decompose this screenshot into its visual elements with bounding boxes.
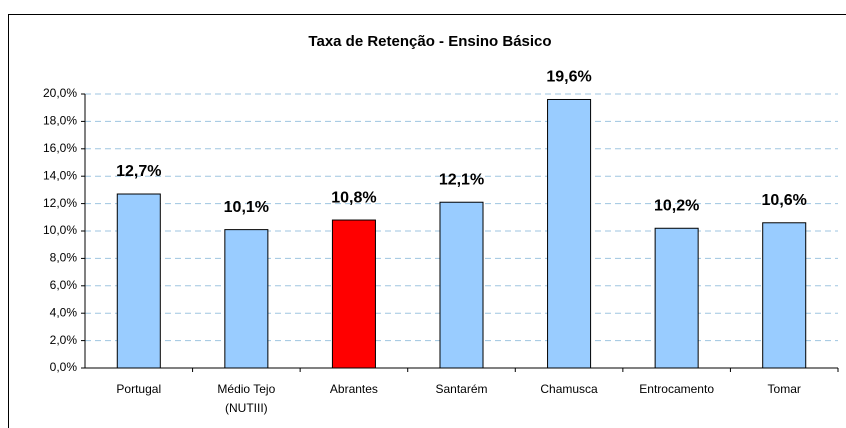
x-tick-label: Chamusca: [540, 382, 598, 396]
data-label: 10,6%: [762, 192, 807, 209]
bar: [439, 201, 484, 369]
data-label: 12,7%: [116, 163, 161, 180]
bar: [116, 193, 161, 369]
bar: [654, 227, 699, 369]
data-label: 10,8%: [331, 189, 376, 206]
y-tick-label: 14,0%: [43, 168, 77, 182]
data-label: 12,1%: [439, 171, 484, 188]
bar: [331, 219, 376, 369]
y-tick-label: 2,0%: [50, 333, 78, 347]
y-tick-label: 12,0%: [43, 196, 77, 210]
data-label: 19,6%: [546, 69, 591, 86]
data-label: 10,1%: [224, 199, 269, 216]
data-label: 10,2%: [654, 197, 699, 214]
x-tick-label: Santarém: [435, 382, 488, 396]
x-tick-label: Entrocamento: [639, 382, 714, 396]
y-tick-label: 20,0%: [43, 86, 77, 100]
bar: [547, 98, 592, 369]
y-tick-label: 4,0%: [50, 305, 78, 319]
y-tick-label: 8,0%: [50, 251, 78, 265]
x-tick-label: Abrantes: [329, 382, 378, 396]
y-tick-label: 6,0%: [50, 278, 78, 292]
x-tick-label: Tomar: [767, 382, 801, 396]
y-tick-label: 10,0%: [43, 223, 77, 237]
x-tick-label: Portugal: [116, 382, 162, 396]
y-tick-label: 18,0%: [43, 114, 77, 128]
x-tick-label: Médio Tejo (NUTIII): [217, 382, 276, 415]
y-tick-label: 0,0%: [50, 360, 78, 374]
chart-title: Taxa de Retenção - Ensino Básico: [308, 33, 551, 50]
y-tick-label: 16,0%: [43, 141, 77, 155]
bar: [224, 229, 269, 369]
bar: [762, 222, 807, 369]
